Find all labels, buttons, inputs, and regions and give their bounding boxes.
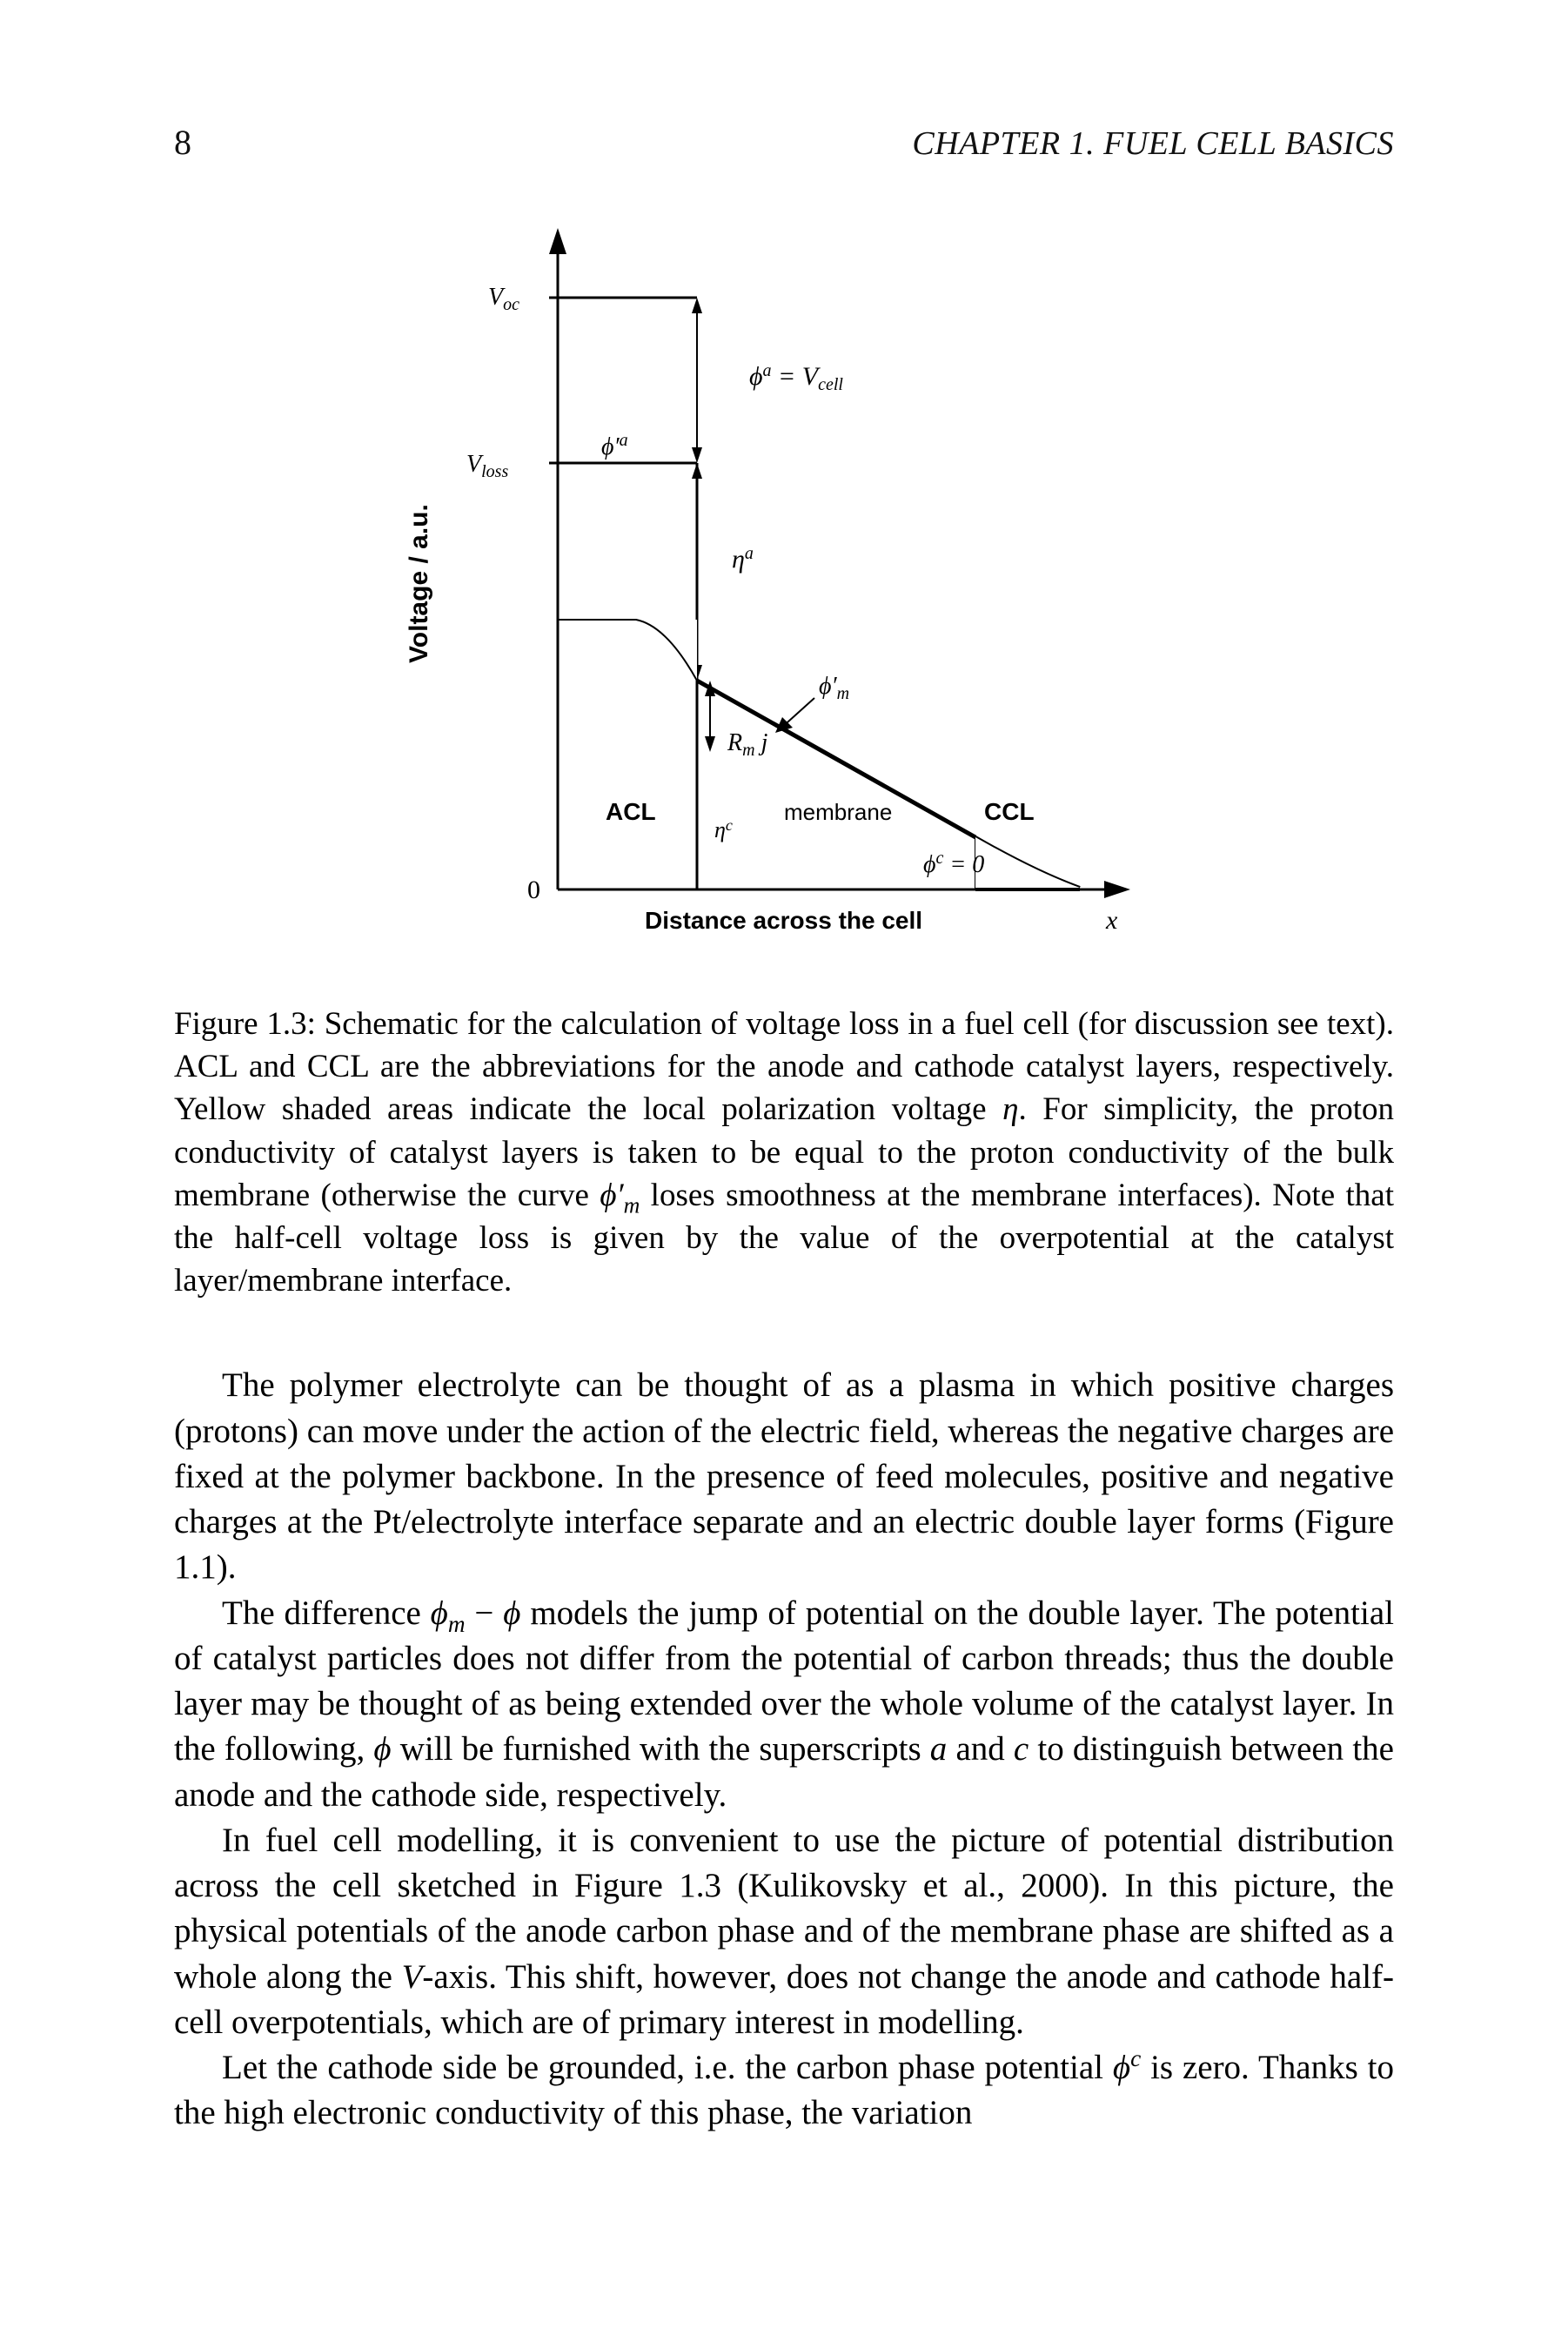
svg-text:ϕ′a: ϕ′a bbox=[601, 431, 628, 460]
paragraph-1: The polymer electrolyte can be thought o… bbox=[174, 1363, 1394, 1590]
svg-text:0: 0 bbox=[527, 876, 540, 904]
svg-text:x: x bbox=[1105, 906, 1118, 935]
svg-text:ϕc = 0: ϕc = 0 bbox=[923, 849, 984, 878]
figure-1-3: Voc Vloss 0 Voltage / a.u. Distance acro… bbox=[366, 211, 1202, 977]
svg-text:membrane: membrane bbox=[784, 799, 892, 825]
svg-text:ϕ′m: ϕ′m bbox=[819, 673, 849, 703]
svg-text:Vloss: Vloss bbox=[466, 451, 508, 481]
paragraph-3: In fuel cell modelling, it is convenient… bbox=[174, 1818, 1394, 2045]
figure-svg: Voc Vloss 0 Voltage / a.u. Distance acro… bbox=[366, 211, 1202, 968]
svg-text:ACL: ACL bbox=[606, 798, 656, 825]
paragraph-2: The difference ϕm − ϕ models the jump of… bbox=[174, 1591, 1394, 1818]
svg-text:Voltage / a.u.: Voltage / a.u. bbox=[405, 504, 433, 663]
svg-text:Rm j: Rm j bbox=[727, 729, 768, 760]
svg-text:Distance across the cell: Distance across the cell bbox=[645, 907, 922, 934]
svg-text:ηa: ηa bbox=[732, 544, 754, 574]
page-number: 8 bbox=[174, 122, 191, 163]
svg-text:CCL: CCL bbox=[984, 798, 1035, 825]
body-text: The polymer electrolyte can be thought o… bbox=[174, 1363, 1394, 2136]
svg-text:Voc: Voc bbox=[488, 284, 519, 314]
paragraph-4: Let the cathode side be grounded, i.e. t… bbox=[174, 2045, 1394, 2137]
svg-text:ϕa = Vcell: ϕa = Vcell bbox=[749, 361, 843, 394]
p1-text: The polymer electrolyte can be thought o… bbox=[174, 1366, 1394, 1586]
page-header: 8 CHAPTER 1. FUEL CELL BASICS bbox=[174, 122, 1394, 163]
chapter-title: CHAPTER 1. FUEL CELL BASICS bbox=[912, 124, 1394, 163]
figure-caption: Figure 1.3: Schematic for the calculatio… bbox=[174, 1003, 1394, 1302]
svg-text:ηc: ηc bbox=[714, 816, 733, 842]
